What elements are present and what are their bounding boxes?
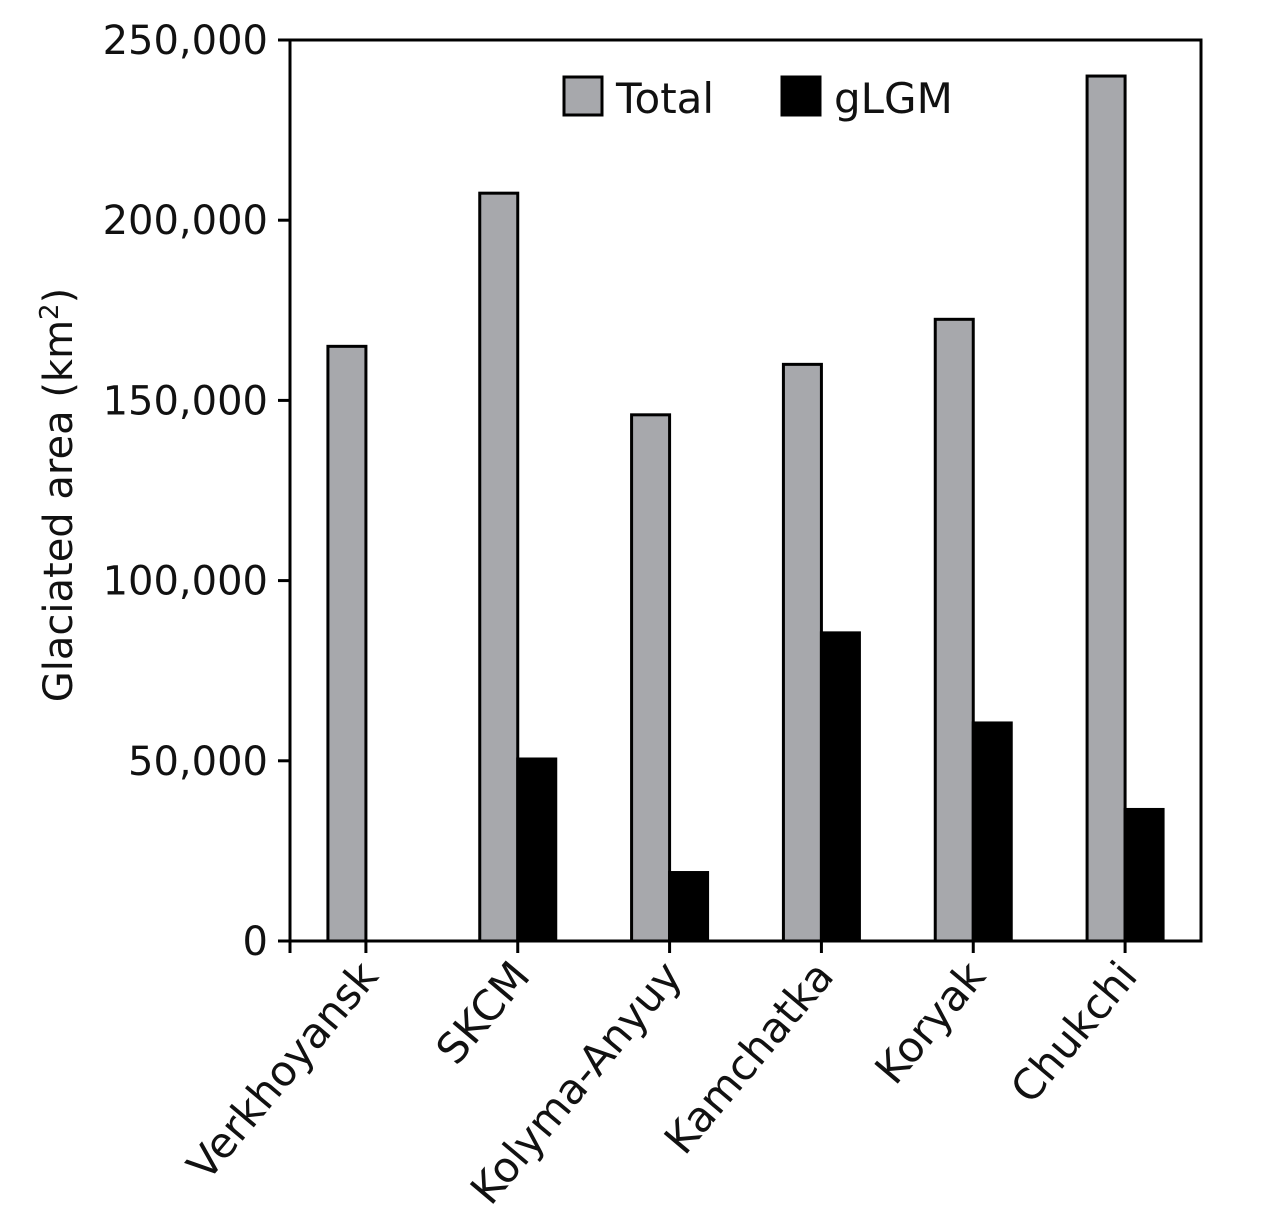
legend: Total gLGM xyxy=(562,74,953,123)
bar-glgm-kolyma-anyuy xyxy=(668,871,710,943)
x-tick-label: Chukchi xyxy=(1001,952,1147,1112)
bar-total-kolyma-anyuy xyxy=(630,413,672,943)
y-axis: 0 50,000 100,000 150,000 200,000 250,000 xyxy=(103,18,290,965)
x-tick-label: Koryak xyxy=(865,951,995,1093)
y-axis-title-text: Glaciated area (km xyxy=(36,320,82,702)
bar-total-koryak xyxy=(933,317,975,943)
y-tick-label: 250,000 xyxy=(103,18,268,64)
bar-glgm-chukchi xyxy=(1123,807,1165,943)
y-tick-label: 0 xyxy=(243,919,268,965)
legend-swatch-glgm xyxy=(780,75,822,117)
y-tick-label: 50,000 xyxy=(128,739,268,785)
plot-frame xyxy=(288,38,1203,943)
legend-label-total: Total xyxy=(615,74,714,123)
bar-total-chukchi xyxy=(1085,74,1127,943)
x-tick-label: Verkhoyansk xyxy=(177,951,388,1189)
bar-total-kamchatka xyxy=(781,362,823,943)
y-tick-label: 100,000 xyxy=(103,559,268,605)
y-tick-label: 200,000 xyxy=(103,198,268,244)
x-tick-label: SKCM xyxy=(426,952,539,1073)
bar-total-verkhoyansk xyxy=(326,344,368,943)
y-axis-title: Glaciated area (km2) xyxy=(35,288,82,702)
y-tick-label: 150,000 xyxy=(103,378,268,424)
bar-glgm-koryak xyxy=(971,721,1013,943)
legend-label-glgm: gLGM xyxy=(834,74,953,123)
legend-swatch-total xyxy=(562,75,604,117)
bar-total-skcm xyxy=(478,191,520,943)
y-axis-title-close: ) xyxy=(36,288,82,304)
bars-layer xyxy=(326,74,1165,943)
bar-glgm-kamchatka xyxy=(819,631,861,943)
bar-glgm-skcm xyxy=(516,757,558,943)
y-axis-title-superscript: 2 xyxy=(35,303,65,320)
